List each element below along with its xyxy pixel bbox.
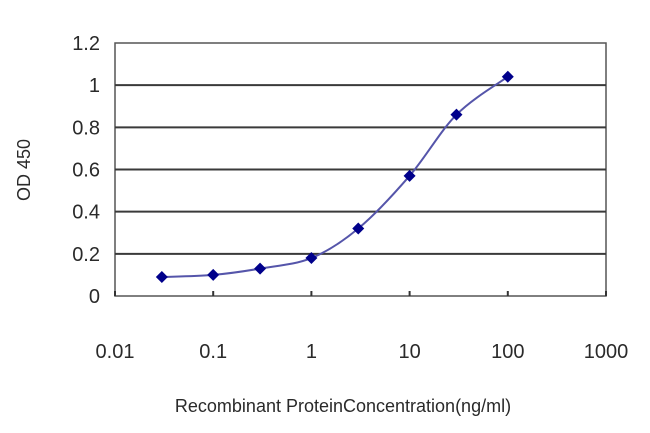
diamond-marker (207, 268, 220, 281)
diamond-marker (352, 222, 365, 235)
y-tick-label: 0.8 (72, 117, 100, 139)
x-axis-title: Recombinant ProteinConcentration(ng/ml) (175, 396, 511, 416)
diamond-marker (254, 262, 267, 275)
x-tick-label: 1000 (584, 341, 629, 363)
x-tick-label: 100 (491, 341, 524, 363)
x-tick-label: 0.1 (199, 341, 227, 363)
x-axis-tick-labels: 0.01 0.1 1 10 100 1000 (96, 341, 629, 363)
y-tick-label: 1.2 (72, 33, 100, 55)
diamond-marker (403, 169, 416, 182)
y-tick-label: 0 (89, 286, 100, 308)
gridlines (115, 84, 606, 255)
diamond-marker (450, 108, 463, 121)
y-axis-title: OD 450 (14, 139, 34, 201)
y-tick-label: 0.4 (72, 202, 100, 224)
y-tick-label: 0.2 (72, 244, 100, 266)
x-tick-label: 1 (306, 341, 317, 363)
diamond-marker (155, 271, 168, 284)
y-tick-label: 0.6 (72, 160, 100, 182)
diamond-marker (501, 70, 514, 83)
y-axis-tick-labels: 0 0.2 0.4 0.6 0.8 1 1.2 (72, 33, 100, 308)
x-axis-ticks (114, 291, 607, 296)
y-tick-label: 1 (89, 75, 100, 97)
x-tick-label: 0.01 (96, 341, 135, 363)
data-markers (155, 70, 514, 284)
plot-area (114, 42, 607, 297)
diamond-marker (305, 252, 318, 265)
x-tick-label: 10 (398, 341, 420, 363)
